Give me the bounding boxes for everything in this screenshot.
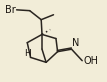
Text: Br: Br	[5, 5, 16, 15]
Text: H: H	[24, 49, 31, 58]
Text: N: N	[72, 38, 80, 48]
Text: OH: OH	[83, 56, 98, 66]
